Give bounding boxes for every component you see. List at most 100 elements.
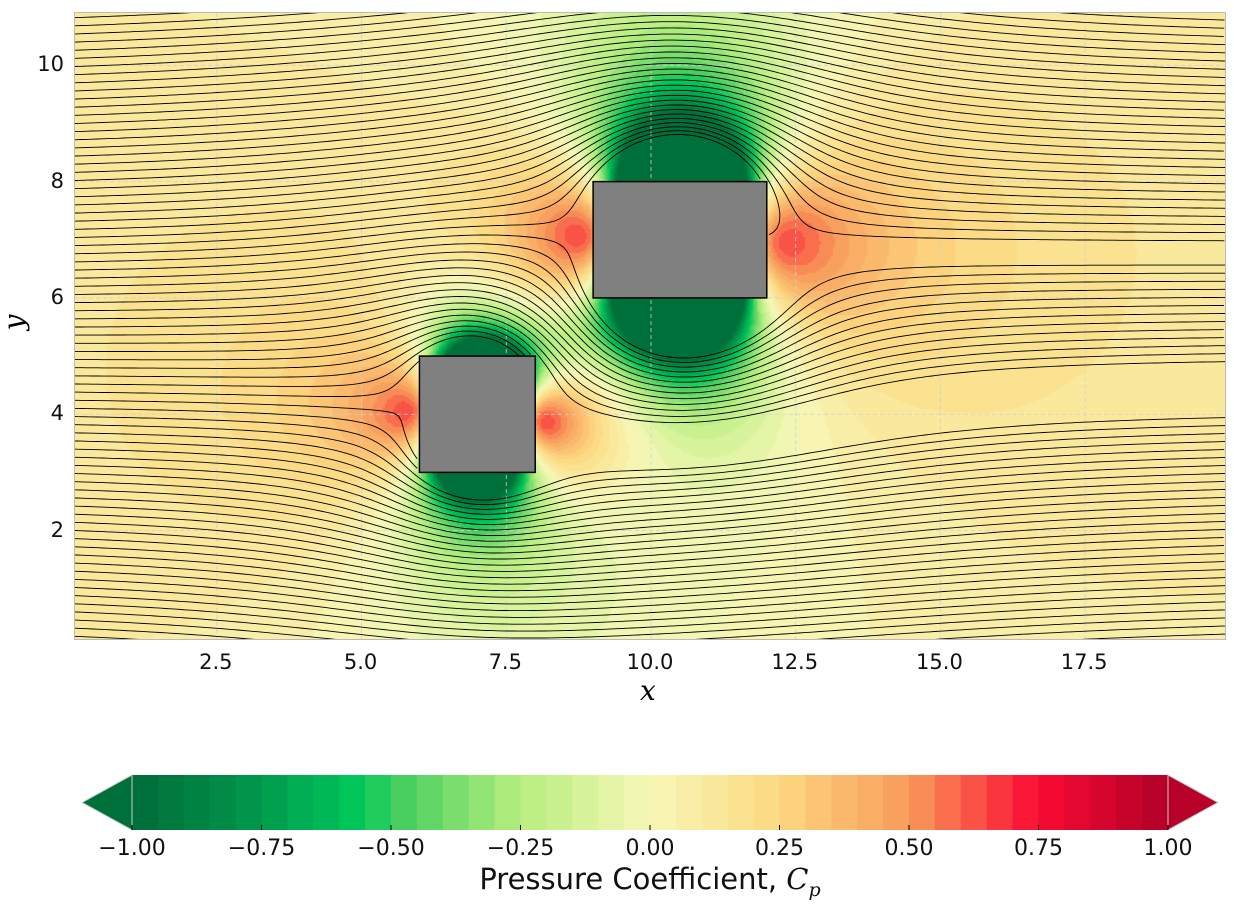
streamline — [75, 99, 1225, 193]
streamline — [75, 68, 1225, 144]
streamline — [75, 296, 1224, 400]
colorbar-level — [572, 775, 599, 830]
streamline — [75, 432, 1225, 510]
colorbar-level — [598, 775, 625, 830]
colorbar-level — [650, 775, 677, 830]
streamline — [75, 39, 1225, 103]
streamline — [75, 464, 1225, 531]
streamline — [75, 529, 1225, 579]
colorbar-level — [287, 775, 314, 830]
streamline — [75, 14, 1225, 70]
streamline — [75, 63, 1225, 136]
colorbar-tick-label: −0.25 — [486, 836, 555, 861]
x-tick-label: 15.0 — [916, 650, 963, 674]
colorbar-label: Pressure Coefficient, Cp — [0, 862, 1234, 901]
streamline — [75, 416, 1225, 501]
colorbar-level — [960, 775, 988, 830]
streamline — [75, 109, 1225, 209]
streamline — [75, 609, 1225, 639]
streamline — [75, 521, 1225, 572]
streamline — [75, 251, 1225, 368]
colorbar-extend-min — [80, 774, 133, 831]
colorbar-level — [753, 775, 781, 830]
y-tick-label: 8 — [50, 168, 64, 193]
colorbar-level — [831, 775, 858, 830]
streamline — [75, 84, 1225, 168]
x-tick-label: 2.5 — [199, 650, 233, 674]
x-tick-label: 5.0 — [343, 650, 378, 674]
streamline — [75, 45, 1225, 111]
streamline — [75, 537, 1224, 585]
streamline — [75, 289, 1225, 394]
streamline — [75, 267, 1225, 378]
colorbar-level — [1064, 775, 1091, 830]
streamline — [75, 21, 1225, 78]
colorbar-tick-label: 0.00 — [625, 836, 675, 861]
colorbar-level — [132, 775, 159, 830]
streamline — [75, 625, 1225, 639]
streamline — [75, 330, 526, 378]
x-tick-label: 12.5 — [771, 650, 819, 674]
colorbar-level — [1012, 775, 1040, 830]
streamline — [75, 360, 420, 397]
colorbar-tick-label: 0.25 — [755, 836, 804, 861]
colorbar-tick-label: 1.00 — [1143, 836, 1193, 861]
streamline — [75, 51, 1225, 119]
colorbar-extend-max — [1167, 774, 1220, 831]
streamline — [75, 89, 1225, 177]
colorbar-level — [675, 775, 703, 830]
x-tick-label: 17.5 — [1060, 650, 1108, 674]
colorbar-tick-label: 0.50 — [884, 836, 934, 861]
colorbar-level — [313, 775, 340, 830]
streamline — [75, 593, 1225, 632]
streamline — [75, 407, 418, 469]
streamline — [75, 577, 1225, 618]
streamline — [75, 308, 1225, 411]
upper-block — [592, 180, 768, 299]
streamline — [75, 13, 1225, 21]
streamlines-overlay — [75, 13, 1225, 639]
colorbar-level — [391, 775, 418, 830]
colorbar-level — [183, 775, 211, 830]
streamline — [75, 259, 1225, 373]
colorbar-label-symbol: C — [786, 862, 809, 896]
streamline — [75, 617, 1225, 639]
streamline — [75, 57, 1225, 128]
streamline — [75, 79, 1225, 160]
y-axis-label: y — [0, 314, 31, 331]
colorbar-level — [805, 775, 832, 830]
colorbar-level — [157, 775, 185, 830]
streamline — [75, 122, 1225, 234]
streamline — [75, 553, 1225, 598]
streamline — [75, 489, 1225, 548]
colorbar-tick-label: −1.00 — [98, 836, 166, 861]
colorbar-level — [1038, 775, 1065, 830]
colorbar-level — [986, 775, 1014, 830]
colorbar-level — [779, 775, 806, 830]
streamline — [75, 399, 418, 460]
colorbar-label-text: Pressure Coefficient, — [479, 862, 787, 896]
colorbar-level — [494, 775, 522, 830]
streamline — [75, 561, 1225, 605]
colorbar-level — [857, 775, 884, 830]
y-tick-label: 2 — [50, 517, 64, 542]
colorbar-level — [1090, 775, 1117, 830]
colorbar-level — [416, 775, 444, 830]
streamline — [75, 512, 1225, 566]
streamline — [75, 302, 1224, 405]
streamline — [75, 314, 1225, 417]
streamline — [75, 505, 1225, 560]
colorbar-level — [339, 775, 366, 830]
y-tick-label: 4 — [50, 401, 64, 426]
colorbar-level — [209, 775, 237, 830]
streamline — [75, 13, 1225, 62]
y-tick-label: 6 — [50, 284, 64, 309]
x-tick-label: 10.0 — [626, 650, 674, 674]
colorbar-level — [520, 775, 547, 830]
streamline — [75, 633, 1225, 639]
streamline — [75, 456, 1225, 526]
streamline — [75, 104, 1225, 201]
streamline — [75, 440, 1225, 515]
colorbar-level — [727, 775, 755, 830]
colorbar-level — [235, 775, 263, 830]
